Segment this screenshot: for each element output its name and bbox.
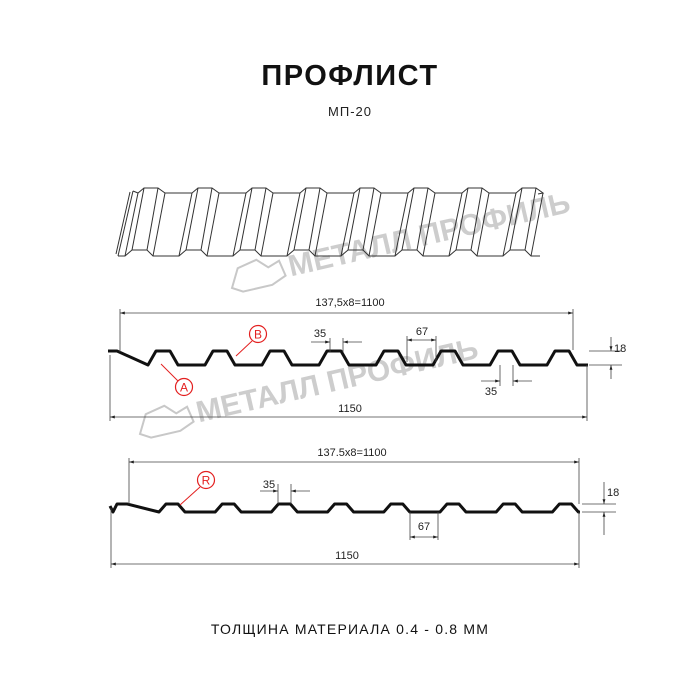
pitch-dimension-label: 137,5x8=1100	[315, 297, 384, 309]
watermark-1: МЕТАЛЛ ПРОФИЛЬ	[230, 186, 573, 293]
sheet-edge	[476, 192, 490, 257]
bottom-width-label: 67	[416, 326, 428, 338]
sheet-edge	[394, 192, 409, 257]
sheet-edge	[146, 187, 159, 251]
model-subtitle: МП-20	[328, 104, 372, 119]
svg-text:B: B	[254, 328, 262, 342]
profile-1: 137,5x8=1100 1150 35 67 35 18 B A	[108, 297, 626, 421]
sheet-edge	[124, 192, 139, 257]
sheet-edge	[308, 187, 321, 251]
profile-1-section	[108, 349, 588, 367]
sheet-edge	[470, 187, 483, 251]
profile-2: 137.5x8=1100 1150 35 67 18 R	[108, 447, 619, 568]
svg-text:A: A	[180, 381, 188, 395]
sheet-edge	[286, 192, 301, 257]
sheet-edge	[200, 187, 213, 251]
pitch-dimension-label: 137.5x8=1100	[317, 447, 386, 459]
total-dimension-label: 1150	[335, 550, 359, 562]
sheet-edge	[416, 187, 429, 251]
sheet-edge	[239, 187, 253, 251]
svg-text:R: R	[202, 474, 211, 488]
metall-profil-logo-icon	[230, 258, 287, 293]
lower-width-label: 35	[485, 386, 497, 398]
sheet-edge	[260, 192, 274, 257]
sheet-edge	[448, 192, 463, 257]
sheet-edge	[178, 192, 193, 257]
sheet-outline	[132, 187, 545, 195]
sheet-edge	[455, 187, 469, 251]
marker-a: A	[160, 363, 194, 397]
bottom-width-label: 67	[418, 521, 430, 533]
marker-b: B	[235, 324, 268, 357]
sheet-3d-view	[115, 187, 545, 257]
height-label: 18	[614, 343, 626, 355]
sheet-edge	[254, 187, 267, 251]
material-thickness-note: ТОЛЩИНА МАТЕРИАЛА 0.4 - 0.8 ММ	[210, 621, 490, 637]
sheet-edge	[152, 192, 166, 257]
sheet-edge	[524, 187, 537, 251]
sheet-edge	[530, 192, 544, 257]
sheet-edge	[185, 187, 199, 251]
sheet-edge	[131, 187, 145, 251]
watermark-text: МЕТАЛЛ ПРОФИЛЬ	[193, 332, 481, 429]
sheet-edge	[115, 191, 131, 255]
sheet-edge	[401, 187, 415, 251]
sheet-edge	[117, 190, 134, 257]
sheet-edge	[422, 192, 436, 257]
watermark-text: МЕТАЛЛ ПРОФИЛЬ	[285, 186, 573, 283]
sheet-edge	[347, 187, 361, 251]
sheet-edge	[509, 187, 523, 251]
top-width-label: 35	[314, 328, 326, 340]
sheet-edge	[206, 192, 220, 257]
sheet-edge	[293, 187, 307, 251]
height-label: 18	[607, 487, 619, 499]
sheet-edge	[368, 192, 382, 257]
metall-profil-logo-icon	[138, 404, 195, 439]
sheet-outline	[118, 249, 540, 257]
sheet-edge	[362, 187, 375, 251]
top-width-label: 35	[263, 479, 275, 491]
profile-2-section	[108, 502, 580, 514]
sheet-edge	[232, 192, 247, 257]
sheet-edge	[502, 192, 517, 257]
total-dimension-label: 1150	[338, 403, 362, 415]
sheet-edge	[314, 192, 328, 257]
sheet-edge	[340, 192, 355, 257]
page-title: ПРОФЛИСТ	[261, 60, 439, 92]
marker-r: R	[179, 470, 216, 506]
